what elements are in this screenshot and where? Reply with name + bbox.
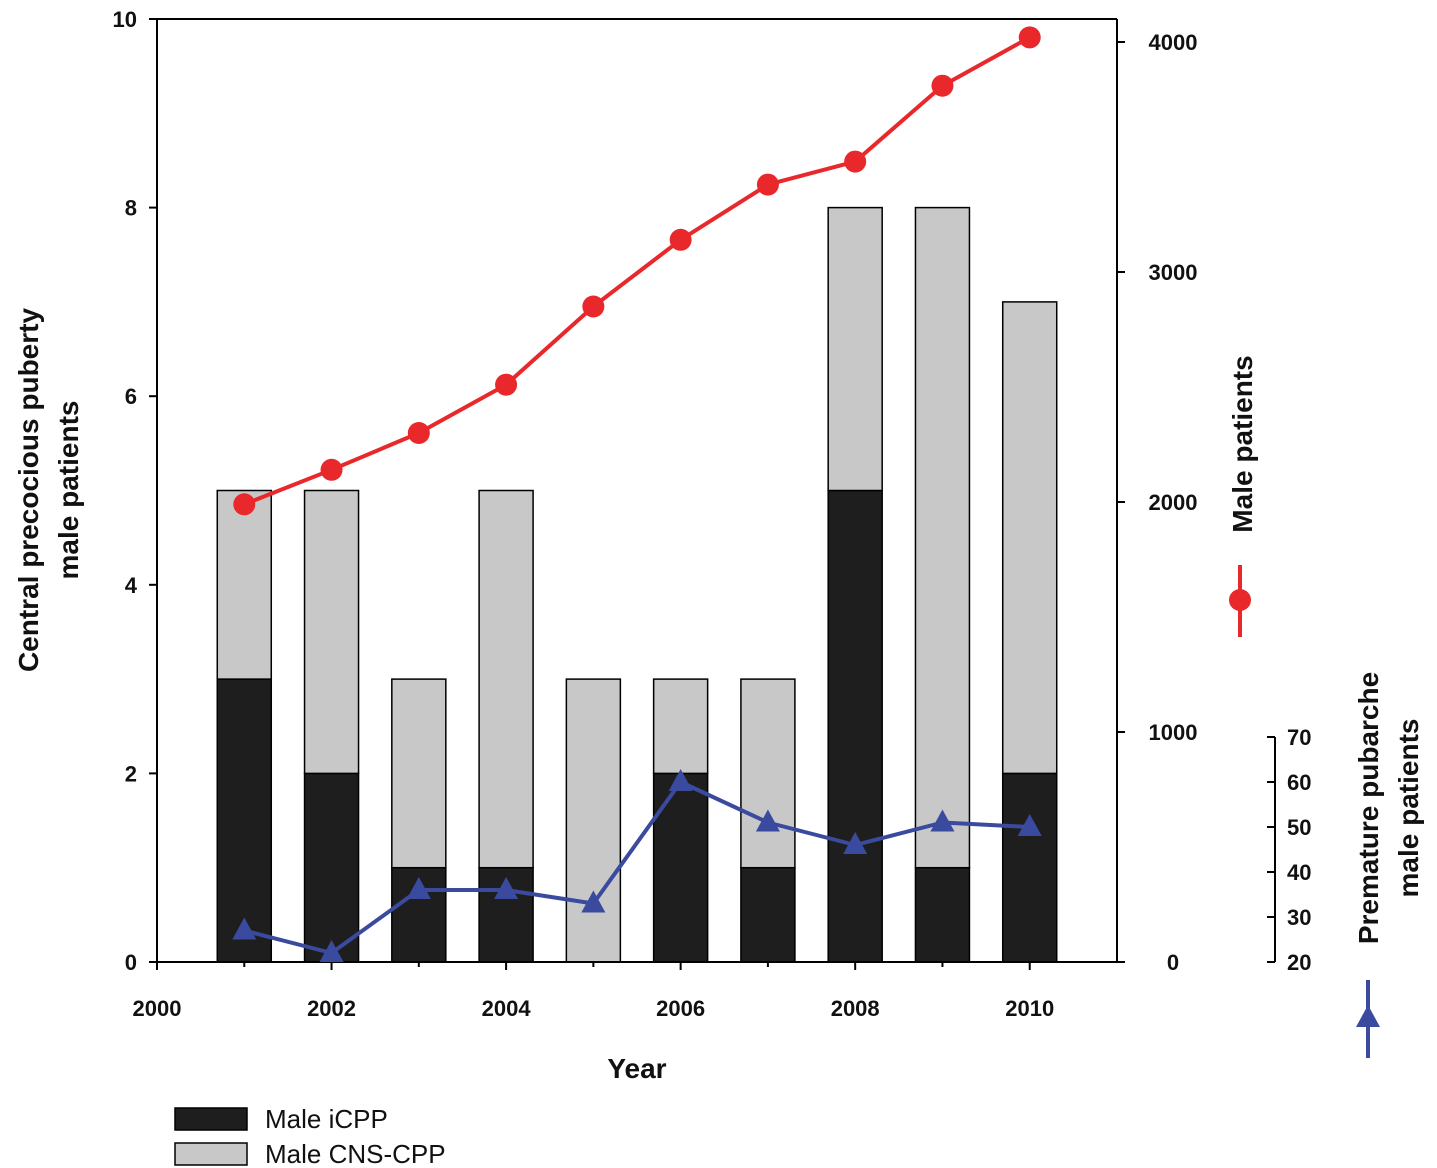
point-male-patients-2008 bbox=[844, 150, 867, 173]
bar-icpp-2001 bbox=[216, 678, 273, 963]
line-male-patients bbox=[243, 35, 1031, 507]
bar-cns-cpp-2004 bbox=[478, 489, 534, 869]
point-premature-pubarche-2004 bbox=[494, 877, 519, 899]
y-axis-label-line-2: male patients bbox=[53, 401, 84, 580]
x-tick-label-2000: 2000 bbox=[133, 996, 182, 1021]
right-axis2-label-line-1: Premature pubarche bbox=[1353, 672, 1384, 944]
y-right2-tick-label-20: 20 bbox=[1287, 950, 1311, 975]
y-right-tick-label-2000: 2000 bbox=[1149, 490, 1198, 515]
bar-icpp-2009 bbox=[914, 866, 971, 963]
bar-cns-cpp-2007 bbox=[740, 678, 796, 869]
legend-swatch-icpp bbox=[174, 1107, 248, 1131]
x-tick-label-2008: 2008 bbox=[831, 996, 880, 1021]
bar-cns-cpp-2006 bbox=[652, 678, 709, 775]
x-tick-label-2002: 2002 bbox=[307, 996, 356, 1021]
point-premature-pubarche-2010 bbox=[1017, 814, 1042, 836]
y-axis-label-line-1: Central precocious puberty bbox=[13, 308, 44, 673]
point-male-patients-2002 bbox=[320, 458, 343, 481]
bars-layer bbox=[216, 206, 1058, 963]
bar-cns-cpp-2003 bbox=[391, 678, 447, 869]
point-premature-pubarche-2005 bbox=[581, 890, 606, 913]
legend-swatch-cns-cpp bbox=[174, 1142, 248, 1166]
y-right2-tick-label-50: 50 bbox=[1287, 815, 1311, 840]
x-axis-label: Year bbox=[607, 1053, 666, 1084]
point-male-patients-2009 bbox=[931, 74, 954, 97]
bar-icpp-2010 bbox=[1001, 772, 1058, 963]
right-axis2-label-line-2: male patients bbox=[1393, 719, 1424, 898]
point-male-patients-2003 bbox=[407, 422, 430, 444]
y-right-tick-label-4000: 4000 bbox=[1149, 30, 1198, 55]
right-axis-label: Male patients bbox=[1227, 355, 1258, 532]
x-tick-label-2006: 2006 bbox=[656, 996, 705, 1021]
y-tick-label-6: 6 bbox=[125, 384, 137, 409]
bar-cns-cpp-2001 bbox=[216, 489, 273, 680]
axes-layer: 0 2 4 6 8 10 2000 2002 2004 2006 2008 2010 0 1000 2000… bbox=[113, 7, 1312, 1021]
legend-marker-premature-pubarche bbox=[1356, 980, 1380, 1058]
y-tick-label-4: 4 bbox=[125, 573, 138, 598]
y-right2-tick-label-30: 30 bbox=[1287, 905, 1311, 930]
point-male-patients-2004 bbox=[495, 373, 518, 396]
point-premature-pubarche-2008 bbox=[843, 832, 868, 854]
legend-marker-male-patients bbox=[1229, 565, 1251, 637]
point-premature-pubarche-2007 bbox=[755, 809, 780, 832]
bar-cns-cpp-2005 bbox=[565, 678, 622, 963]
y-tick-label-8: 8 bbox=[125, 196, 137, 221]
legend: Male iCPP Male CNS-CPP bbox=[174, 1104, 446, 1168]
x-tick-label-2004: 2004 bbox=[482, 996, 532, 1021]
point-male-patients-2007 bbox=[756, 173, 779, 196]
bar-icpp-2007 bbox=[740, 866, 796, 963]
x-tick-label-2010: 2010 bbox=[1005, 996, 1054, 1021]
point-male-patients-2010 bbox=[1018, 26, 1041, 49]
right-axis2-label: Premature pubarche male patients bbox=[1353, 672, 1424, 944]
point-premature-pubarche-2003 bbox=[406, 877, 431, 899]
y-tick-label-0: 0 bbox=[125, 950, 137, 975]
bar-icpp-2006 bbox=[652, 772, 709, 963]
point-male-patients-2006 bbox=[669, 228, 692, 251]
y-axis-label: Central precocious puberty male patients bbox=[13, 308, 84, 673]
bar-cns-cpp-2008 bbox=[827, 206, 883, 492]
bar-cns-cpp-2009 bbox=[914, 206, 971, 869]
bar-cns-cpp-2002 bbox=[303, 489, 360, 775]
y-right-tick-label-3000: 3000 bbox=[1149, 260, 1198, 285]
point-premature-pubarche-2001 bbox=[232, 917, 257, 940]
y-tick-label-2: 2 bbox=[125, 761, 137, 786]
point-premature-pubarche-2002 bbox=[319, 940, 344, 962]
point-premature-pubarche-2006 bbox=[668, 769, 693, 791]
y-right2-tick-label-40: 40 bbox=[1287, 860, 1311, 885]
bar-icpp-2002 bbox=[303, 772, 360, 963]
bar-icpp-2008 bbox=[827, 489, 883, 963]
y-right2-tick-label-60: 60 bbox=[1287, 770, 1311, 795]
line-premature-pubarche bbox=[243, 780, 1030, 955]
y-right-tick-label-1000: 1000 bbox=[1149, 720, 1198, 745]
y-right-tick-label-0: 0 bbox=[1167, 950, 1179, 975]
bar-cns-cpp-2010 bbox=[1001, 301, 1058, 775]
point-premature-pubarche-2009 bbox=[930, 809, 955, 832]
lines-layer bbox=[232, 26, 1042, 962]
legend-label-cns-cpp: Male CNS-CPP bbox=[265, 1139, 446, 1168]
point-male-patients-2001 bbox=[233, 493, 256, 516]
legend-label-icpp: Male iCPP bbox=[265, 1104, 388, 1134]
y-tick-label-10: 10 bbox=[113, 7, 137, 32]
y-right2-tick-label-70: 70 bbox=[1287, 725, 1311, 750]
point-male-patients-2005 bbox=[582, 295, 605, 318]
